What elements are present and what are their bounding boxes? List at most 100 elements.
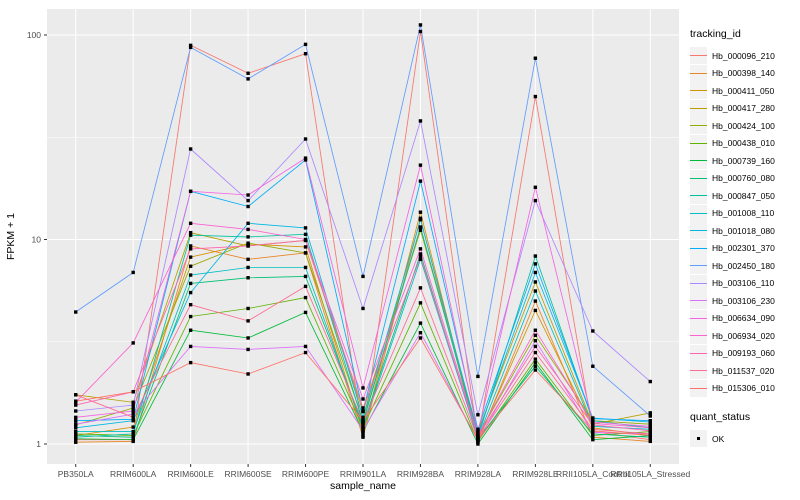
- data-point: [131, 437, 135, 442]
- legend-key-swatch: [690, 134, 707, 152]
- y-tick-label: 100: [27, 30, 41, 40]
- data-point: [361, 409, 365, 413]
- data-point: [648, 426, 652, 430]
- data-point: [533, 308, 538, 313]
- data-point: [476, 434, 480, 439]
- legend-key-swatch: [690, 99, 707, 117]
- data-point: [361, 426, 365, 430]
- x-tick-label: RRII105LA_Stressed: [610, 469, 690, 479]
- legend-key-line-icon: [690, 352, 707, 354]
- data-point: [418, 29, 423, 34]
- legend-panel: tracking_id Hb_000096_210 Hb_000398_140 Hb…: [690, 28, 800, 448]
- data-point: [188, 302, 193, 307]
- data-point: [533, 333, 538, 338]
- data-point: [131, 432, 135, 436]
- data-point: [533, 350, 538, 355]
- data-point: [246, 319, 250, 323]
- x-tick-label: RRIM600SE: [224, 469, 272, 479]
- x-tick-label: RRIM600LE: [167, 469, 214, 479]
- data-point: [188, 43, 193, 48]
- data-point: [188, 281, 193, 286]
- data-point: [303, 350, 308, 355]
- legend-key-swatch: [690, 430, 707, 448]
- data-point: [188, 264, 193, 268]
- data-points: [74, 23, 652, 446]
- data-point: [476, 413, 480, 417]
- data-point: [246, 204, 250, 209]
- legend-key-line-icon: [690, 212, 707, 214]
- x-tick-label: RRII105LA_Control: [556, 469, 630, 479]
- data-point: [418, 179, 423, 183]
- quant-status-block: quant_status OK: [690, 411, 800, 448]
- legend-key-swatch: [690, 239, 707, 257]
- data-point: [131, 412, 135, 416]
- data-point: [476, 430, 480, 435]
- data-point: [246, 372, 250, 376]
- legend-key-swatch: [690, 82, 707, 100]
- data-point: [188, 230, 193, 235]
- data-point: [648, 379, 652, 384]
- legend-key-swatch: [690, 292, 707, 310]
- data-point: [131, 415, 135, 420]
- data-point: [131, 390, 135, 394]
- legend-key-swatch: [690, 274, 707, 292]
- data-point: [74, 393, 78, 397]
- legend-item-Hb_000424_100: Hb_000424_100: [690, 117, 800, 135]
- point-marker-icon: [696, 437, 701, 441]
- data-point: [418, 321, 423, 325]
- legend-key-line-icon: [690, 300, 707, 302]
- data-point: [533, 289, 538, 293]
- legend-item-label: Hb_006934_020: [712, 330, 775, 341]
- data-point: [418, 331, 423, 335]
- data-point: [246, 227, 250, 232]
- data-point: [246, 257, 250, 262]
- legend-item-Hb_000411_050: Hb_000411_050: [690, 82, 800, 100]
- data-point: [418, 247, 423, 251]
- data-point: [303, 265, 308, 270]
- data-point: [74, 310, 78, 314]
- data-point: [418, 228, 423, 232]
- data-point: [74, 418, 78, 423]
- legend-item-Hb_000739_160: Hb_000739_160: [690, 152, 800, 170]
- x-tick-label: RRIM928LE: [512, 469, 559, 479]
- data-point: [303, 52, 308, 56]
- data-point: [418, 336, 423, 340]
- legend-item-label: Hb_000739_160: [712, 155, 775, 166]
- data-point: [74, 429, 78, 434]
- legend-item-label: Hb_003106_110: [712, 278, 775, 289]
- legend-key-line-icon: [690, 90, 707, 92]
- data-point: [303, 251, 308, 255]
- legend-item-label: Hb_001018_080: [712, 225, 775, 236]
- legend-key-swatch: [690, 187, 707, 205]
- data-point: [361, 397, 365, 401]
- data-point: [246, 241, 250, 245]
- data-point: [131, 406, 135, 410]
- legend-key-swatch: [690, 257, 707, 275]
- data-point: [131, 417, 135, 422]
- legend-key-line-icon: [690, 177, 707, 179]
- data-point: [418, 301, 423, 305]
- legend-item-label: OK: [712, 433, 725, 444]
- data-point: [303, 226, 308, 230]
- data-point: [648, 429, 652, 433]
- legend-item-quant-ok: OK: [690, 430, 800, 448]
- legend-item-Hb_003106_110: Hb_003106_110: [690, 274, 800, 293]
- legend-item-label: Hb_011537_020: [712, 365, 775, 376]
- data-point: [303, 158, 308, 162]
- data-point: [303, 137, 308, 141]
- data-point: [533, 364, 538, 368]
- legend-key-swatch: [690, 327, 707, 345]
- legend-key-line-icon: [690, 195, 707, 197]
- data-point: [303, 274, 308, 279]
- axis-ticks: [44, 34, 651, 467]
- legend-key-line-icon: [690, 317, 707, 319]
- legend-item-Hb_000438_010: Hb_000438_010: [690, 134, 800, 153]
- y-tick-label: 1: [36, 439, 41, 449]
- data-point: [188, 273, 193, 277]
- data-point: [74, 403, 78, 407]
- data-point: [131, 425, 135, 429]
- data-point: [74, 440, 78, 444]
- data-point: [246, 77, 250, 81]
- data-point: [533, 299, 538, 303]
